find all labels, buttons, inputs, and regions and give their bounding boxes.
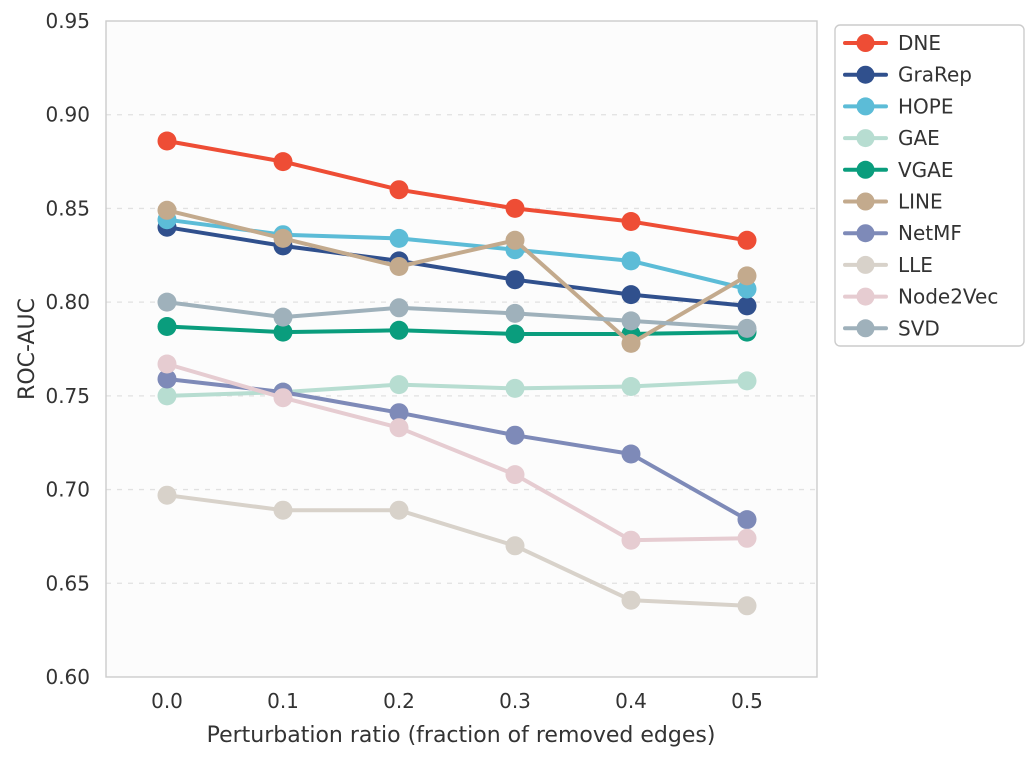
series-point-LINE-0.1 [273,228,293,248]
series-point-SVD-0.2 [389,298,409,318]
x-axis-label: Perturbation ratio (fraction of removed … [207,723,716,748]
y-tick-label-0.95: 0.95 [45,9,90,33]
x-tick-label-0.2: 0.2 [383,689,415,713]
series-point-NetMF-0 [157,369,177,389]
series-point-LINE-0.4 [621,333,641,353]
series-point-NetMF-0.4 [621,444,641,464]
series-line-SVD [165,300,749,331]
legend-marker-SVD [856,319,875,338]
plot-area [106,21,817,677]
y-axis-label: ROC-AUC [15,298,40,400]
series-point-LLE-0.5 [737,596,757,616]
x-tick-label-0.5: 0.5 [731,689,763,713]
y-tick-label-0.80: 0.80 [45,290,90,314]
series-point-HOPE-0.2 [389,228,409,248]
series-point-LLE-0.3 [505,536,525,556]
series-point-Node2Vec-0 [157,354,177,374]
series-point-DNE-0 [157,131,177,151]
series-point-NetMF-0.5 [737,510,757,530]
legend-label-GraRep: GraRep [898,63,972,87]
x-tick-label-0.1: 0.1 [267,689,299,713]
series-point-Node2Vec-0.4 [621,530,641,550]
series-point-GAE-0.2 [389,375,409,395]
series-line-DNE [165,139,749,243]
y-tick-label-0.75: 0.75 [45,384,90,408]
y-tick-label-0.90: 0.90 [45,103,90,127]
series-point-Node2Vec-0.5 [737,528,757,548]
series-point-LLE-0.1 [273,500,293,520]
series-line-NetMF [165,377,749,522]
legend-marker-LLE [856,255,875,274]
y-tick-label-0.85: 0.85 [45,196,90,220]
series-line-LLE [165,493,749,608]
series-line-Node2Vec [165,362,749,543]
legend-label-VGAE: VGAE [898,158,954,182]
series-point-GAE-0.5 [737,371,757,391]
series-point-DNE-0.5 [737,230,757,250]
series-line-LINE [165,208,749,346]
series-point-SVD-0.5 [737,318,757,338]
series-point-VGAE-0.3 [505,324,525,344]
legend-label-DNE: DNE [898,31,941,55]
series-point-HOPE-0.5 [737,279,757,299]
series-point-GraRep-0.4 [621,285,641,305]
series-point-SVD-0.1 [273,307,293,327]
series-point-LINE-0.3 [505,230,525,250]
series-point-VGAE-0.2 [389,320,409,340]
legend-marker-Node2Vec [856,287,875,306]
series-point-GraRep-0.3 [505,270,525,290]
series-point-DNE-0.2 [389,180,409,200]
series-point-GAE-0.4 [621,377,641,396]
series-point-DNE-0.1 [273,152,293,172]
x-tick-label-0.3: 0.3 [499,689,531,713]
legend-marker-VGAE [856,160,875,179]
series-point-LLE-0 [157,485,177,505]
legend-label-HOPE: HOPE [898,94,953,118]
series-point-LLE-0.2 [389,500,409,520]
y-tick-label-0.65: 0.65 [45,571,90,595]
legend-label-SVD: SVD [898,316,940,340]
series-point-LINE-0 [157,200,177,220]
y-tick-label-0.70: 0.70 [45,478,90,502]
series-point-VGAE-0 [157,317,177,336]
series-point-NetMF-0.2 [389,403,409,423]
series-point-LINE-0.5 [737,266,757,286]
legend-marker-GAE [856,129,875,148]
series-point-SVD-0.4 [621,311,641,331]
x-tick-label-0.0: 0.0 [151,689,183,713]
legend-marker-DNE [856,34,875,52]
x-tick-label-0.4: 0.4 [615,689,647,713]
legend-label-NetMF: NetMF [898,221,962,245]
legend-marker-NetMF [856,224,875,243]
legend-marker-HOPE [856,97,875,116]
series-point-LINE-0.2 [389,257,409,276]
series-point-Node2Vec-0.1 [273,388,293,408]
series-point-GAE-0.3 [505,378,525,398]
series-point-Node2Vec-0.2 [389,418,409,438]
series-point-GAE-0 [157,386,177,406]
series-point-VGAE-0.1 [273,322,293,342]
series-point-DNE-0.4 [621,212,641,231]
series-point-SVD-0.3 [505,303,525,323]
series-point-SVD-0 [157,292,177,312]
legend-label-LLE: LLE [898,253,933,277]
series-point-GraRep-0.5 [737,296,757,316]
series-point-DNE-0.3 [505,198,525,218]
series-point-HOPE-0.4 [621,251,641,271]
series-point-NetMF-0.3 [505,425,525,445]
legend-marker-LINE [856,192,875,211]
series-point-LLE-0.4 [621,590,641,610]
legend-label-GAE: GAE [898,126,940,150]
legend-label-LINE: LINE [898,190,943,214]
y-tick-label-0.60: 0.60 [45,665,90,689]
series-point-Node2Vec-0.3 [505,465,525,485]
series-line-GraRep [165,225,749,308]
axes-frame [105,20,818,678]
legend-label-Node2Vec: Node2Vec [898,285,998,309]
legend-marker-GraRep [856,65,875,84]
